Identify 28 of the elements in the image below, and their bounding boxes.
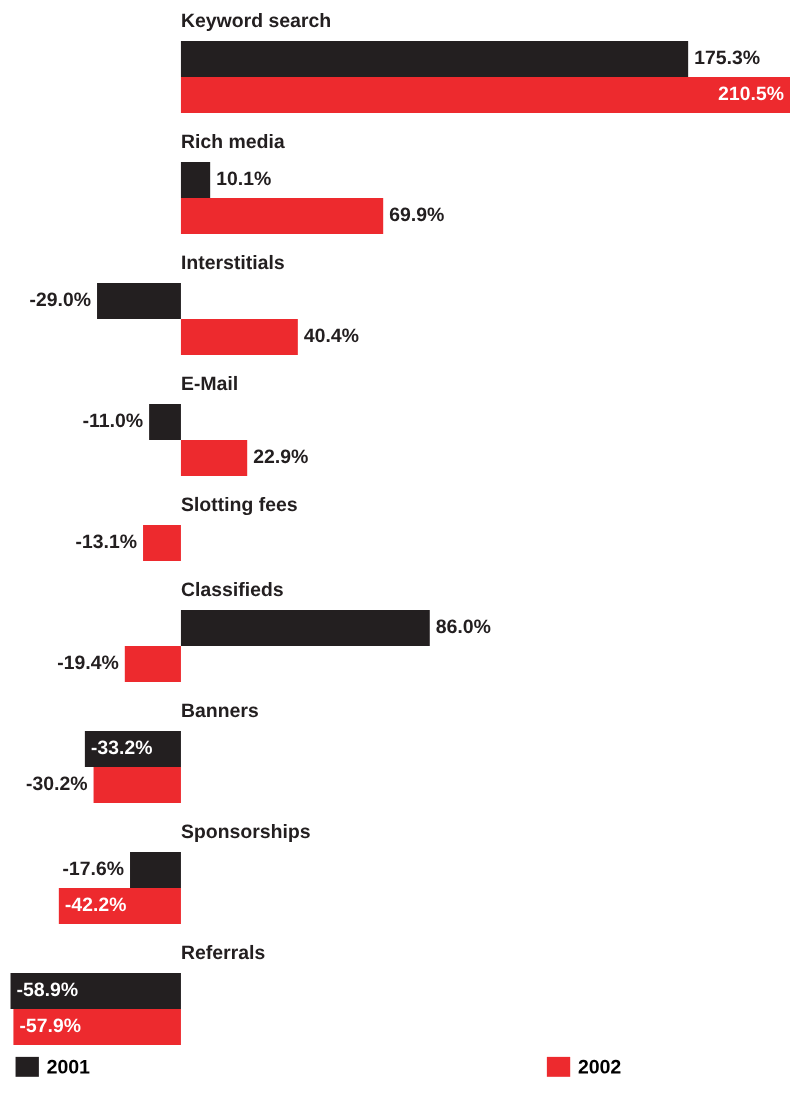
y-tick-label: Interstitials (182, 254, 284, 270)
data-label: -13.1% (76, 534, 137, 549)
data-label: -11.0% (83, 413, 143, 428)
data-label: -30.2% (26, 776, 88, 791)
data-label: 86.0% (436, 619, 491, 634)
y-tick-label: Sponsorships (181, 823, 310, 843)
data-label: -42.2% (65, 897, 126, 912)
data-label: 10.1% (217, 171, 271, 186)
data-label: -58.9% (17, 982, 78, 997)
y-tick-label: Banners (182, 703, 258, 718)
y-tick-label: E-Mail (182, 375, 237, 391)
data-label: 210.5% (718, 86, 784, 101)
data-label: -17.6% (63, 861, 124, 876)
y-tick-label: Referrals (182, 944, 265, 960)
data-label: -57.9% (20, 1018, 81, 1033)
data-label: -19.4% (57, 655, 119, 670)
legend-label: 2002 (578, 1059, 621, 1074)
y-tick-label: Slotting fees (181, 496, 297, 516)
legend-label: 2001 (47, 1059, 90, 1074)
y-tick-label: Classifieds (181, 581, 283, 597)
data-label: -33.2% (91, 740, 152, 755)
data-label: 69.9% (389, 207, 444, 222)
data-label: 40.4% (304, 328, 359, 343)
data-label: 175.3% (695, 50, 760, 65)
data-label: 22.9% (253, 449, 308, 464)
data-label: -29.0% (30, 292, 91, 307)
y-tick-label: Keyword search (182, 12, 330, 32)
y-tick-label: Rich media (182, 133, 285, 149)
